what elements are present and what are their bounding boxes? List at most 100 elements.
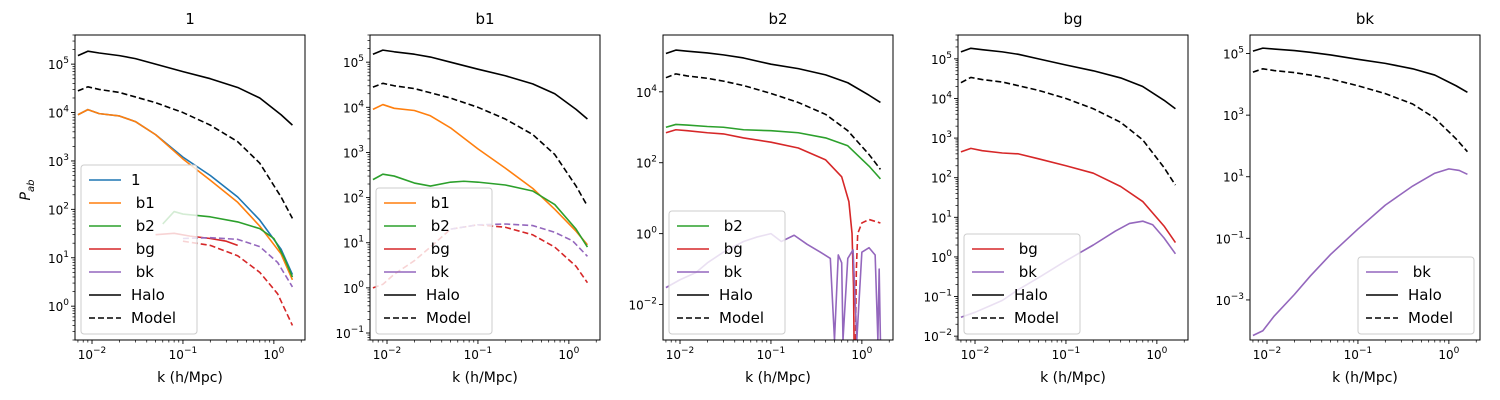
y-tick-label: 102 (931, 170, 952, 186)
y-tick-label: 103 (343, 144, 364, 160)
plot-frame (369, 34, 601, 341)
series-line-3 (960, 147, 1177, 244)
y-axis-label: Pab (18, 180, 37, 201)
legend-entry-label: bg (131, 240, 155, 258)
legend-box (80, 164, 198, 335)
y-tick-label: 100 (931, 249, 952, 265)
y-tick-label: 105 (343, 54, 364, 70)
x-axis-label: k (h/Mpc) (1332, 370, 1398, 386)
series-line-1 (665, 49, 881, 104)
y-tick-label: 100 (636, 226, 657, 242)
legend-entry-label: 1 (131, 171, 141, 189)
series-group (1252, 47, 1469, 337)
y-tick-label: 100 (343, 280, 364, 296)
x-tick-label: 10−1 (464, 346, 493, 362)
x-axis-label: k (h/Mpc) (745, 370, 811, 386)
x-tick-label: 10−1 (1052, 346, 1081, 362)
x-axis-label: k (h/Mpc) (452, 370, 518, 386)
y-tick-label: 101 (343, 235, 364, 251)
legend-box (668, 210, 786, 335)
series-line-2 (77, 86, 294, 219)
series-line-3 (1252, 168, 1468, 337)
series-line-4 (665, 128, 855, 340)
legend-entry-label: Model (1014, 309, 1059, 327)
y-tick-label: 102 (48, 201, 69, 217)
y-tick-label: 104 (636, 84, 657, 100)
series-line-1 (1252, 47, 1468, 94)
y-tick-label: 10−2 (628, 297, 657, 313)
plot-frame (1249, 34, 1481, 341)
legend-entry-label: Model (426, 309, 471, 327)
x-tick-label: 100 (851, 346, 872, 362)
legend-entry-label: bk (426, 263, 449, 281)
x-tick-label: 10−1 (169, 346, 198, 362)
series-line-1 (960, 47, 1176, 110)
x-tick-label: 100 (263, 346, 284, 362)
panel-title: b1 (475, 10, 494, 28)
legend-entry-label: Halo (719, 286, 753, 304)
y-tick-label: 10−1 (1215, 230, 1244, 246)
legend-entry-label: bg (1014, 240, 1038, 258)
legend: b2 bg bk Halo Model (668, 210, 786, 335)
legend-entry-label: Halo (426, 286, 460, 304)
y-tick-label: 101 (1223, 169, 1244, 185)
x-tick-label: 100 (1146, 346, 1167, 362)
x-axis-label: k (h/Mpc) (157, 370, 223, 386)
x-tick-label: 10−2 (1253, 346, 1282, 362)
legend: b1 b2 bg bk Halo Model (375, 187, 493, 335)
legend-entry-label: bk (131, 263, 154, 281)
series-line-5 (854, 218, 881, 340)
y-tick-label: 105 (1223, 46, 1244, 62)
legend-box (1357, 256, 1475, 335)
legend-entry-label: b2 (131, 217, 155, 235)
legend-entry-label: Halo (1014, 286, 1048, 304)
y-tick-label: 104 (931, 90, 952, 106)
legend-entry-label: Model (1408, 309, 1453, 327)
series-line-2 (372, 82, 589, 207)
y-tick-label: 105 (931, 51, 952, 67)
y-tick-label: 10−1 (923, 289, 952, 305)
series-line-7 (182, 240, 294, 326)
x-axis-label: k (h/Mpc) (1040, 370, 1106, 386)
y-tick-label: 10−3 (1215, 292, 1244, 308)
series-line-2 (960, 76, 1177, 186)
legend: bg bk Halo Model (963, 233, 1081, 335)
panel-title: b2 (768, 10, 787, 28)
x-tick-label: 10−1 (757, 346, 786, 362)
y-tick-label: 101 (931, 209, 952, 225)
x-tick-label: 10−2 (78, 346, 107, 362)
legend-entry-label: Model (131, 309, 176, 327)
legend-entry-label: b1 (426, 194, 450, 212)
y-tick-label: 102 (636, 155, 657, 171)
legend-entry-label: Halo (1408, 286, 1442, 304)
legend-box (375, 187, 493, 335)
y-tick-label: 101 (48, 250, 69, 266)
y-tick-label: 103 (48, 153, 69, 169)
x-tick-label: 100 (1438, 346, 1459, 362)
x-tick-label: 10−2 (373, 346, 402, 362)
plot-frame (74, 34, 306, 341)
plot-frame (662, 34, 894, 341)
plot-frame (957, 34, 1189, 341)
x-tick-label: 10−1 (1344, 346, 1373, 362)
panel-title: bk (1356, 10, 1375, 28)
panel-1: 10−2 10−1 100 100 101 102 103 104 105 1 k (h/Mpc) 1… (48, 10, 306, 386)
series-line-2 (1252, 67, 1469, 153)
panel-3: 10−2 10−1 100 10−2 100 102 104 b2 k (h/Mpc) b2 b… (628, 10, 894, 386)
y-tick-label: 103 (1223, 107, 1244, 123)
series-line-8 (182, 236, 294, 288)
series-line-2 (665, 73, 882, 170)
legend-entry-label: b2 (719, 217, 743, 235)
legend: bk Halo Model (1357, 256, 1475, 335)
y-tick-label: 10−1 (335, 325, 364, 341)
legend-entry-label: Halo (131, 286, 165, 304)
y-tick-label: 102 (343, 190, 364, 206)
panel-title: bg (1063, 10, 1082, 28)
x-tick-label: 100 (558, 346, 579, 362)
y-tick-label: 105 (48, 56, 69, 72)
legend-entry-label: bk (719, 263, 742, 281)
legend-entry-label: Model (719, 309, 764, 327)
legend-entry-label: bg (426, 240, 450, 258)
